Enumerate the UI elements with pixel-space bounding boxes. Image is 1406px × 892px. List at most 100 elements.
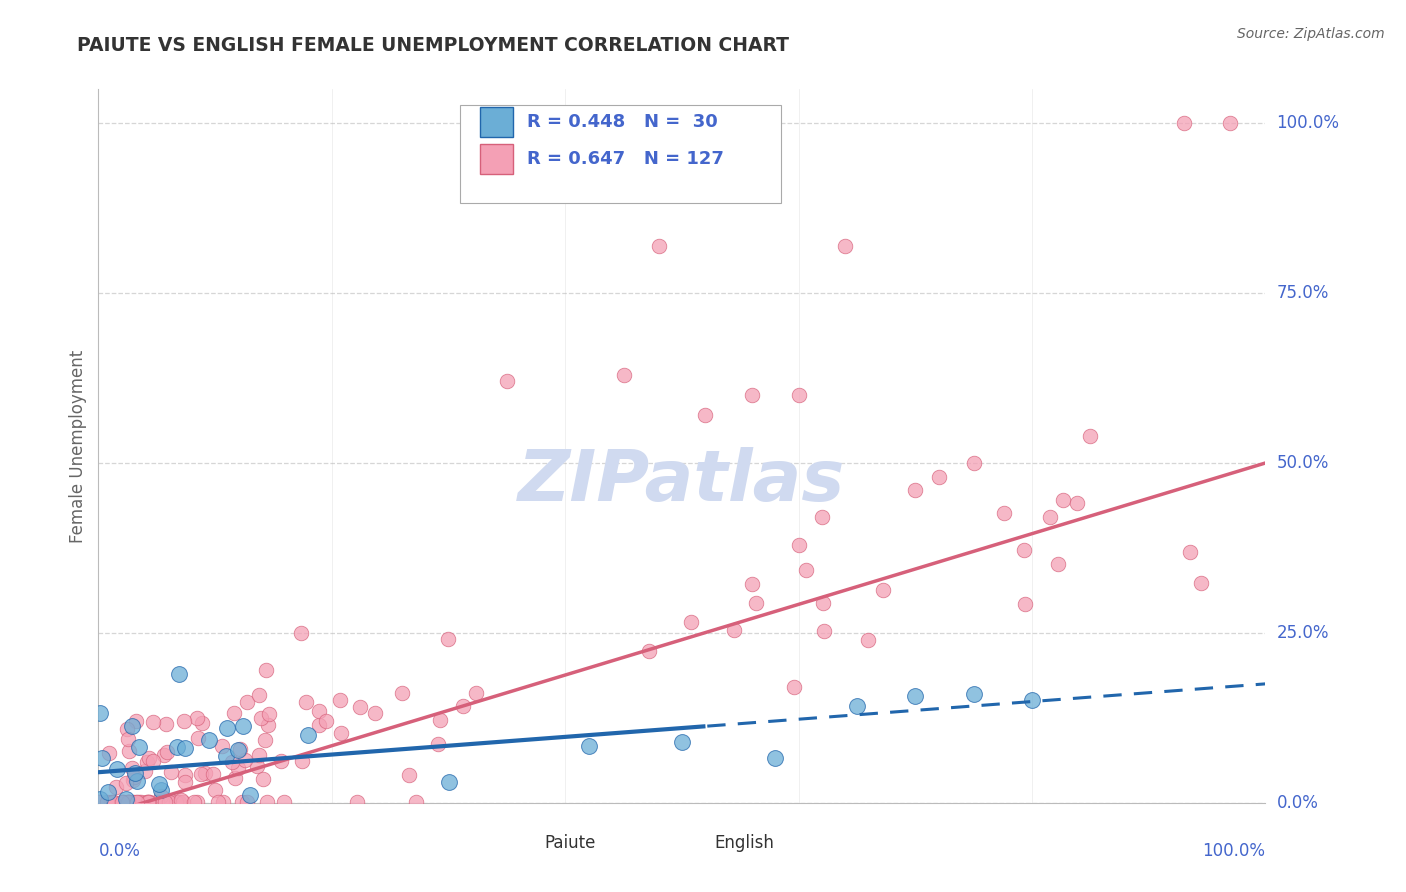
FancyBboxPatch shape (479, 145, 513, 174)
Point (250, 711, 273, 725)
Point (224, 706, 246, 720)
Point (204, 783, 226, 797)
Point (291, 754, 314, 768)
Point (169, 793, 191, 807)
Point (157, 795, 180, 809)
Text: 0.0%: 0.0% (98, 842, 141, 860)
Point (904, 483, 927, 498)
Point (101, 795, 124, 809)
Point (256, 795, 278, 809)
Point (453, 698, 475, 713)
Point (173, 714, 195, 728)
Point (167, 795, 190, 809)
Point (252, 772, 274, 786)
Point (221, 755, 243, 769)
Point (1039, 510, 1062, 524)
Point (172, 795, 194, 809)
Point (426, 737, 449, 751)
Y-axis label: Female Unemployment: Female Unemployment (69, 350, 87, 542)
Point (224, 771, 246, 785)
Point (134, 764, 156, 779)
Point (647, 238, 669, 252)
Text: Source: ZipAtlas.com: Source: ZipAtlas.com (1237, 27, 1385, 41)
Point (142, 714, 165, 729)
Point (794, 564, 817, 578)
Point (191, 715, 214, 730)
Point (1052, 492, 1074, 507)
Point (257, 717, 280, 731)
Point (104, 780, 127, 795)
Point (207, 795, 229, 809)
Point (613, 368, 636, 382)
Point (117, 744, 139, 758)
Point (121, 772, 143, 787)
Point (236, 795, 259, 809)
Point (928, 469, 950, 483)
Point (695, 409, 717, 423)
Point (236, 695, 259, 709)
Point (723, 623, 745, 637)
Point (681, 615, 703, 629)
Text: PAIUTE VS ENGLISH FEMALE UNEMPLOYMENT CORRELATION CHART: PAIUTE VS ENGLISH FEMALE UNEMPLOYMENT CO… (77, 36, 789, 54)
Point (787, 388, 810, 402)
Point (125, 773, 148, 788)
Point (121, 761, 143, 775)
Point (308, 717, 330, 731)
Point (194, 765, 217, 780)
Point (186, 731, 208, 745)
Point (138, 795, 160, 809)
Point (111, 795, 134, 809)
Point (1219, 116, 1241, 130)
Text: 100.0%: 100.0% (1202, 842, 1265, 860)
Point (1189, 576, 1212, 591)
Point (91, 751, 114, 765)
Point (813, 596, 835, 610)
FancyBboxPatch shape (479, 107, 513, 137)
Point (155, 795, 177, 809)
Point (239, 788, 262, 802)
Point (215, 722, 238, 736)
Point (125, 714, 148, 728)
Point (315, 714, 337, 728)
Text: English: English (714, 835, 775, 853)
Point (98, 746, 121, 760)
Point (671, 735, 693, 749)
FancyBboxPatch shape (460, 105, 782, 203)
Point (124, 766, 146, 780)
Point (811, 510, 834, 524)
Point (437, 774, 460, 789)
Point (89, 792, 111, 806)
Point (112, 795, 135, 809)
Point (232, 719, 254, 733)
Point (856, 632, 879, 647)
Point (578, 739, 600, 753)
Point (1047, 557, 1070, 571)
Point (128, 739, 150, 754)
Text: 25.0%: 25.0% (1277, 624, 1329, 642)
Text: Paiute: Paiute (544, 835, 596, 853)
Point (174, 741, 197, 756)
Point (437, 632, 460, 647)
Point (1012, 543, 1035, 558)
Point (117, 795, 139, 809)
Point (155, 717, 177, 731)
Point (247, 688, 270, 702)
Point (294, 695, 316, 709)
Point (131, 795, 153, 809)
Point (745, 596, 768, 610)
Point (465, 686, 488, 700)
Text: ZIPatlas: ZIPatlas (519, 447, 845, 516)
Point (166, 739, 188, 754)
Point (89, 795, 111, 809)
Point (115, 776, 138, 790)
Point (846, 699, 869, 714)
Point (138, 795, 160, 809)
Point (962, 456, 984, 470)
Point (215, 749, 238, 764)
Point (96, 795, 118, 809)
Point (125, 795, 148, 809)
Point (138, 751, 160, 765)
Point (150, 783, 173, 797)
Point (138, 795, 160, 809)
Text: R = 0.647   N = 127: R = 0.647 N = 127 (527, 150, 724, 168)
